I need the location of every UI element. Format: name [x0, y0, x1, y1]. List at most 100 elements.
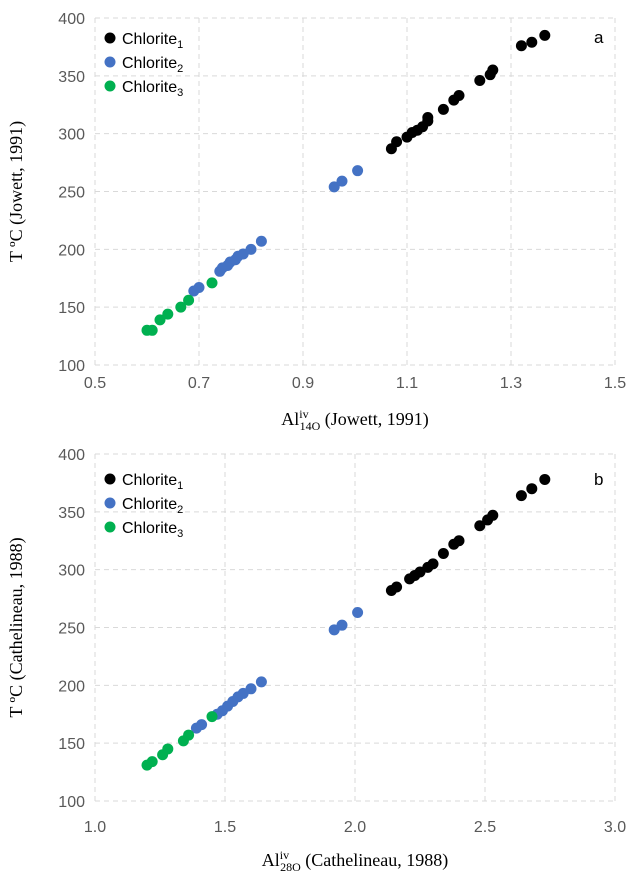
legend-label-subscript: 1 [177, 39, 183, 51]
series-chlorite3 [141, 277, 218, 336]
panel-letter: b [594, 470, 603, 489]
data-point [206, 711, 218, 723]
data-point [539, 29, 551, 41]
data-point [487, 64, 499, 76]
y-axis-title: T ºC (Cathelineau, 1988) [6, 537, 27, 717]
y-tick-label: 350 [58, 69, 85, 86]
legend-label-name: Chlorite [122, 31, 177, 48]
data-point [146, 324, 158, 336]
series-chlorite2 [188, 165, 364, 297]
x-axis-title-sub: 28O [280, 860, 301, 874]
legend-label-subscript: 2 [177, 63, 183, 75]
data-point [526, 483, 538, 495]
x-axis-title-sup: iv [299, 407, 308, 421]
x-tick-label: 0.7 [188, 375, 210, 392]
data-point [515, 490, 527, 502]
legend-marker [104, 473, 116, 485]
data-point [183, 729, 195, 741]
x-tick-label: 1.3 [500, 375, 522, 392]
legend-label-name: Chlorite [122, 55, 177, 72]
x-axis-title: Aliv 14O (Jowett, 1991) [281, 407, 429, 433]
x-tick-label: 1.0 [84, 819, 106, 836]
legend-label: Chlorite3 [122, 520, 183, 540]
y-tick-label: 100 [58, 358, 85, 375]
data-point [146, 756, 158, 768]
y-tick-label: 150 [58, 300, 85, 317]
data-point [352, 606, 364, 618]
series-chlorite1 [385, 473, 551, 596]
data-point [487, 509, 499, 521]
data-point [175, 301, 187, 313]
data-point [352, 165, 364, 177]
data-point [526, 36, 538, 48]
y-tick-label: 200 [58, 242, 85, 259]
legend-label-name: Chlorite [122, 496, 177, 513]
panel-letter: a [594, 28, 604, 47]
data-point [391, 581, 403, 593]
legend-label-subscript: 3 [177, 528, 183, 540]
x-tick-label: 3.0 [604, 819, 626, 836]
data-point [437, 103, 449, 115]
x-tick-label: 0.5 [84, 375, 106, 392]
data-point [427, 558, 439, 570]
data-point [515, 40, 527, 52]
legend-label: Chlorite3 [122, 79, 183, 99]
legend-label-subscript: 2 [177, 504, 183, 516]
data-point [245, 243, 257, 255]
y-tick-label: 250 [58, 621, 85, 638]
data-point [474, 74, 486, 86]
data-point [422, 111, 434, 123]
legend-marker [104, 56, 116, 68]
data-point [437, 547, 449, 559]
data-point [245, 683, 257, 695]
panel-a: 0.5 0.7 0.9 1.1 1.3 1.5 100 150 200 250 300 350 400 C… [6, 11, 626, 433]
y-tick-label: 100 [58, 794, 85, 811]
data-point [255, 676, 267, 688]
y-tick-label: 300 [58, 563, 85, 580]
legend-label-subscript: 3 [177, 87, 183, 99]
legend-label-name: Chlorite [122, 472, 177, 489]
panel-b: 1.0 1.5 2.0 2.5 3.0 100 150 200 250 300 350 400 Chlo… [6, 447, 626, 874]
data-point [162, 308, 174, 320]
series-chlorite3 [141, 711, 218, 771]
legend-label: Chlorite2 [122, 496, 183, 516]
data-point [474, 520, 486, 532]
x-axis-title-sub: 14O [300, 419, 321, 433]
y-tick-label: 200 [58, 678, 85, 695]
legend-label: Chlorite1 [122, 31, 183, 51]
x-axis-title-base: Al [281, 409, 299, 429]
y-tick-label: 250 [58, 185, 85, 202]
legend-label: Chlorite1 [122, 472, 183, 492]
y-axis-title: T ºC (Jowett, 1991) [6, 121, 27, 262]
data-point [539, 473, 551, 485]
legend-label: Chlorite2 [122, 55, 183, 75]
y-tick-label: 300 [58, 127, 85, 144]
x-tick-label: 0.9 [292, 375, 314, 392]
data-point [154, 314, 166, 326]
series-chlorite1 [385, 29, 551, 155]
legend-marker [104, 80, 116, 92]
data-point [255, 235, 267, 247]
legend-marker [104, 521, 116, 533]
data-point [336, 619, 348, 631]
series-chlorite2 [190, 606, 364, 734]
y-tick-label: 400 [58, 11, 85, 28]
y-tick-label: 350 [58, 505, 85, 522]
x-axis-title-tail: (Cathelineau, 1988) [301, 850, 448, 871]
data-point [328, 181, 340, 193]
x-tick-label: 1.1 [396, 375, 418, 392]
legend-label-name: Chlorite [122, 79, 177, 96]
x-axis-title-base: Al [262, 850, 280, 870]
x-tick-label: 2.0 [344, 819, 366, 836]
data-point [183, 294, 195, 306]
data-point [453, 89, 465, 101]
legend-label-name: Chlorite [122, 520, 177, 537]
x-tick-label: 1.5 [214, 819, 236, 836]
x-axis-title-sup: iv [280, 848, 289, 862]
x-tick-label: 1.5 [604, 375, 626, 392]
data-point [336, 175, 348, 187]
y-tick-label: 400 [58, 447, 85, 464]
data-point [453, 535, 465, 547]
legend-marker [104, 497, 116, 509]
